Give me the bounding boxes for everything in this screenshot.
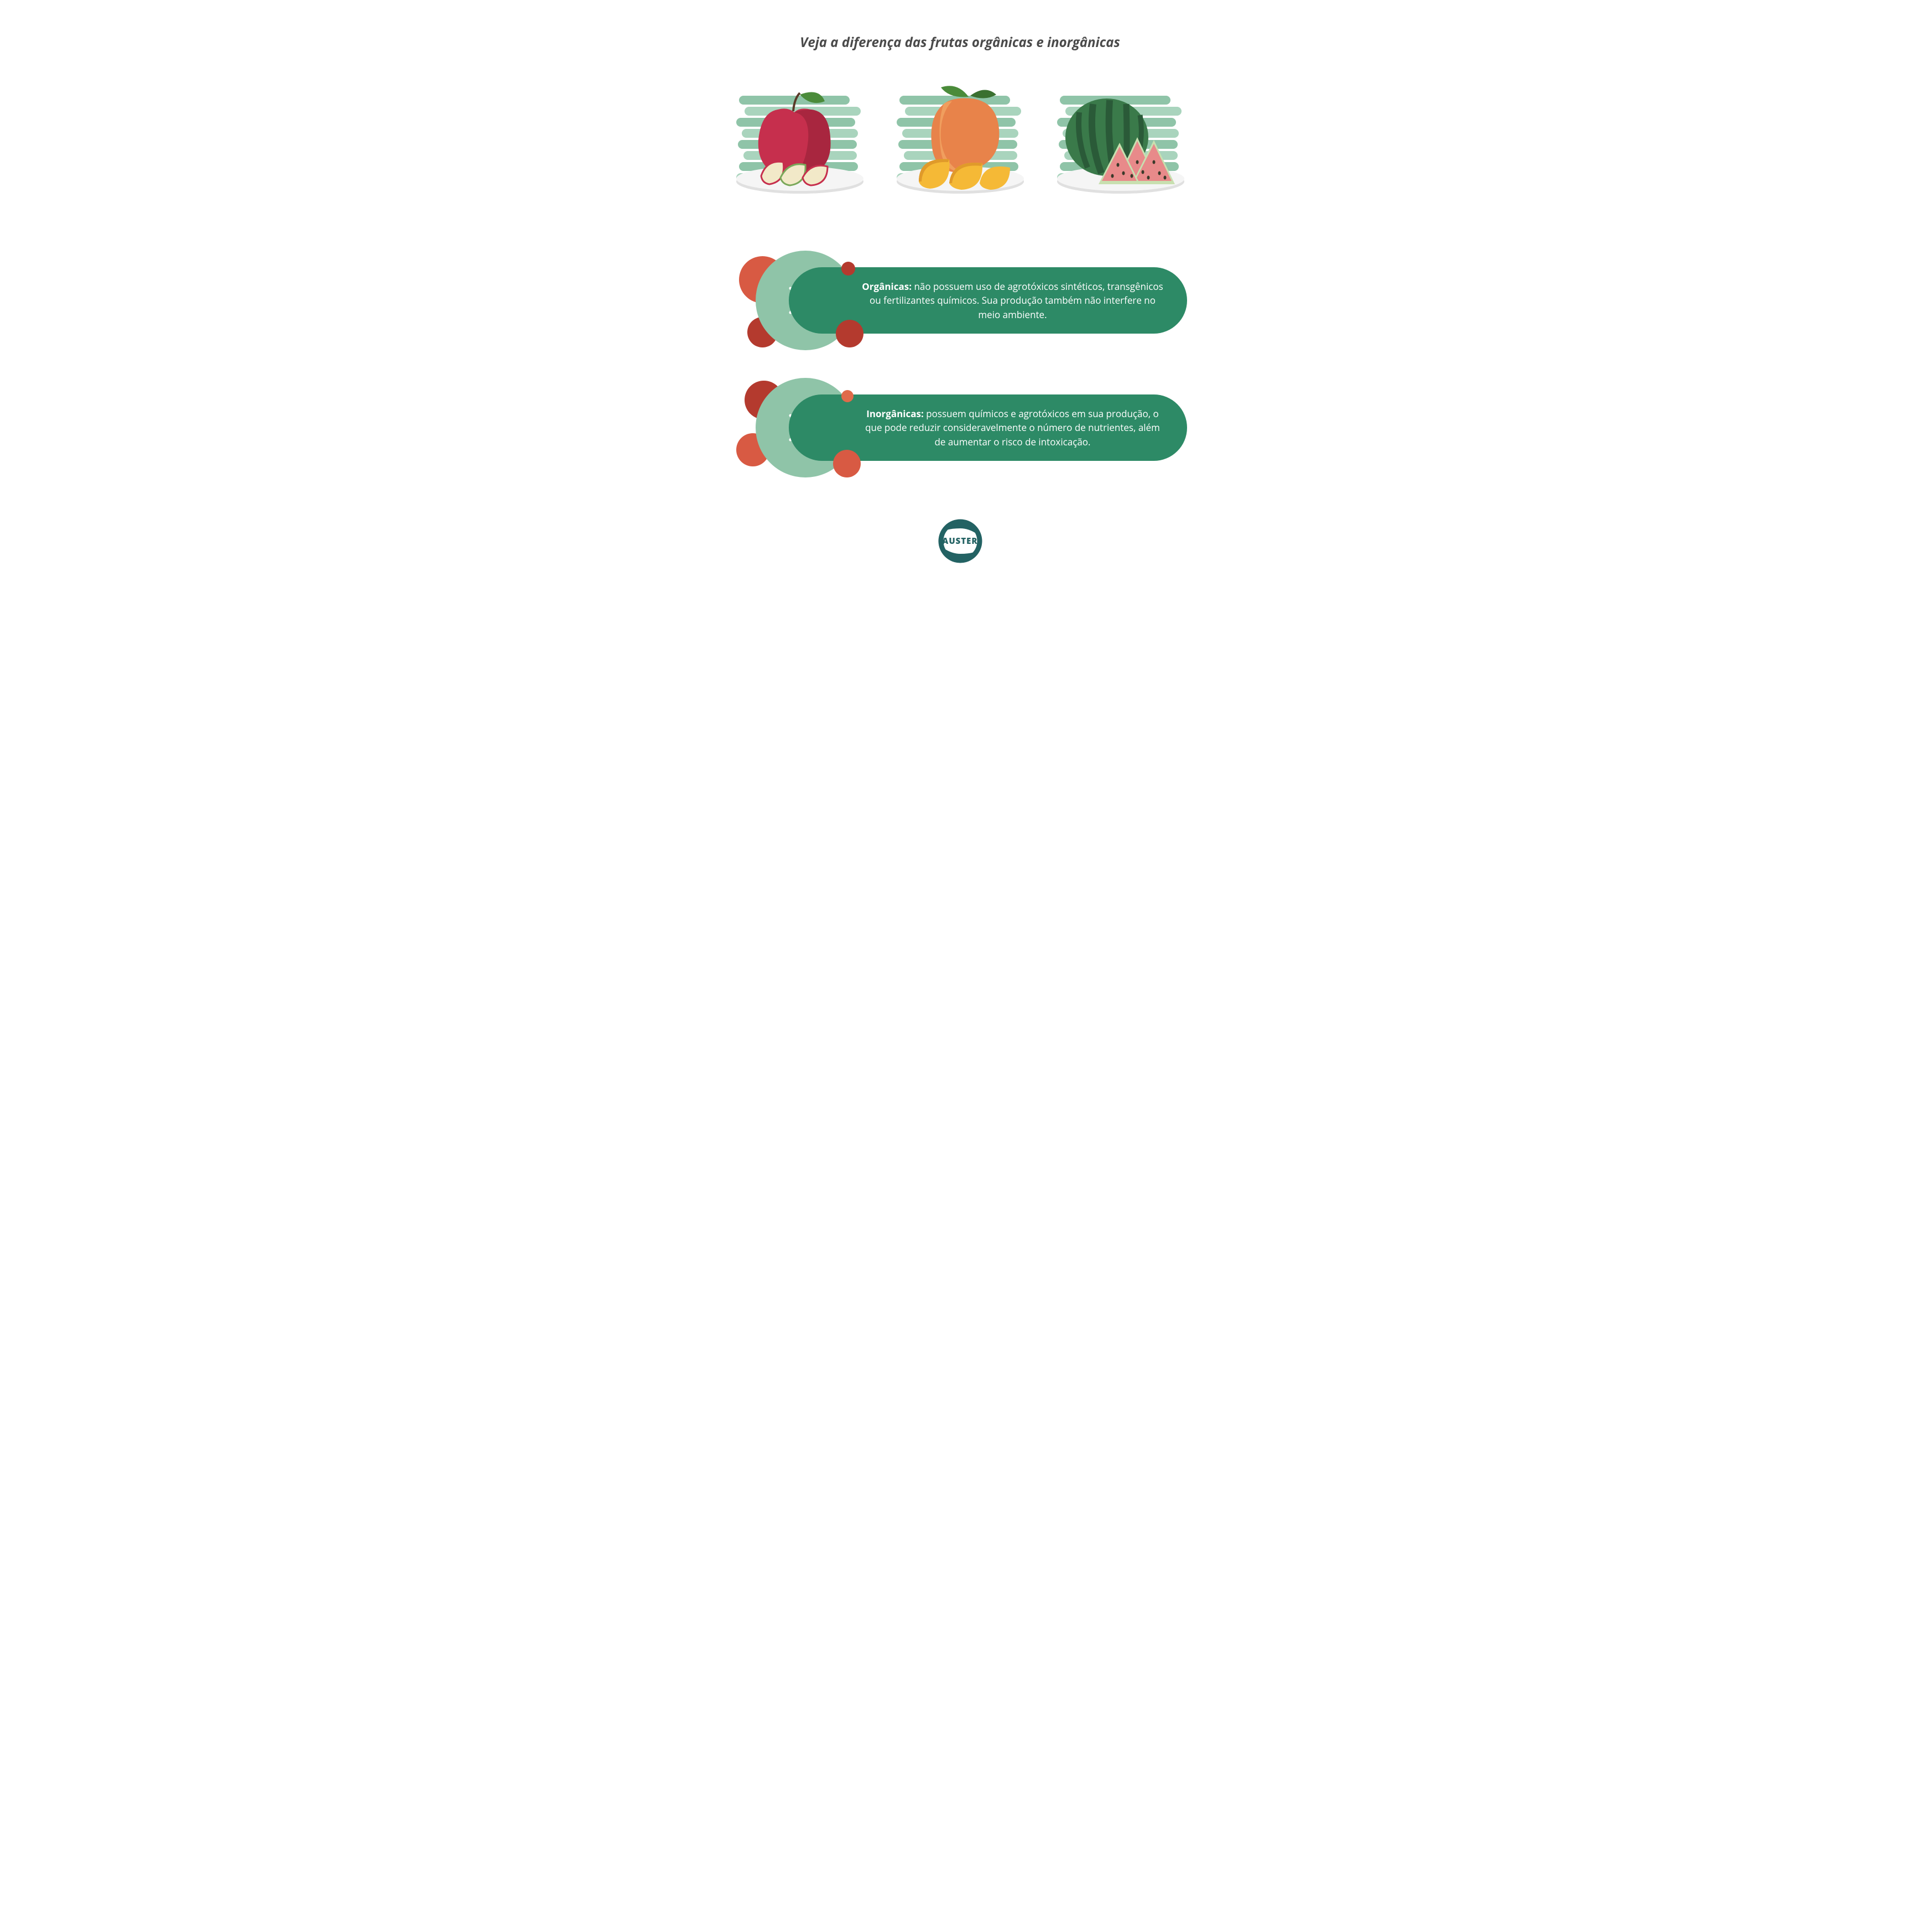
info-block-1: Inorgânicas: possuem químicos e agrotóxi…: [733, 378, 1187, 477]
fruit-illustration-row: [684, 79, 1237, 201]
decor-dot: [833, 450, 861, 477]
fruit-card-mango: [888, 79, 1032, 201]
info-text: Inorgânicas: possuem químicos e agrotóxi…: [861, 407, 1165, 449]
logo-text: AUSTER: [942, 536, 977, 547]
info-body: não possuem uso de agrotóxicos sintético…: [870, 280, 1163, 321]
info-label: Inorgânicas:: [866, 407, 926, 420]
info-label: Orgânicas:: [862, 280, 914, 293]
decor-dot: [841, 390, 854, 402]
brand-logo: AUSTER: [930, 511, 991, 572]
info-text: Orgânicas: não possuem uso de agrotóxico…: [861, 279, 1165, 322]
decor-dot: [836, 320, 863, 347]
apple-icon: [728, 79, 872, 201]
watermelon-icon: [1049, 79, 1193, 201]
decor-dot: [841, 262, 855, 276]
fruit-card-watermelon: [1049, 79, 1193, 201]
fruit-card-apple: [728, 79, 872, 201]
logo-wrap: AUSTER: [684, 511, 1237, 572]
mango-icon: [888, 79, 1032, 201]
info-block-0: Orgânicas: não possuem uso de agrotóxico…: [733, 251, 1187, 350]
page-title: Veja a diferença das frutas orgânicas e …: [684, 33, 1237, 51]
